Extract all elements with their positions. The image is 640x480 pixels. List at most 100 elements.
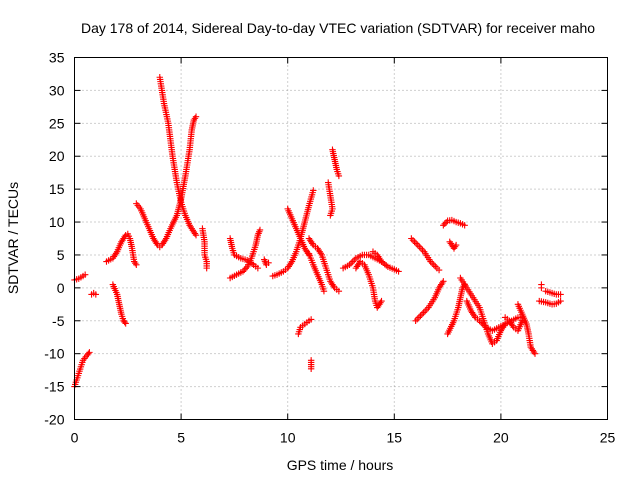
data-point xyxy=(414,315,421,323)
data-series-arc-11 xyxy=(226,235,262,272)
data-point xyxy=(419,246,426,254)
data-series-arc-17 xyxy=(305,235,343,295)
data-point xyxy=(428,259,436,267)
data-series-arc-27 xyxy=(446,238,460,252)
x-tick-label: 15 xyxy=(387,430,403,446)
y-tick-label: 20 xyxy=(49,148,65,164)
data-point xyxy=(441,220,448,228)
data-point xyxy=(254,264,262,272)
data-point xyxy=(442,219,450,226)
data-point xyxy=(85,350,92,357)
x-tick-label: 10 xyxy=(280,430,296,446)
data-series-arc-07 xyxy=(156,74,200,239)
data-point xyxy=(239,268,247,275)
data-point xyxy=(538,284,545,292)
y-tick-label: -15 xyxy=(44,379,64,395)
y-tick-label: -10 xyxy=(44,346,64,362)
x-tick-label: 25 xyxy=(600,430,616,446)
data-point xyxy=(432,263,439,270)
data-point xyxy=(461,222,468,229)
data-series-arc-09 xyxy=(199,225,210,272)
data-series-arc-18 xyxy=(305,250,328,295)
data-series-arc-26 xyxy=(440,216,468,229)
data-point xyxy=(408,235,415,242)
y-tick-label: 5 xyxy=(57,247,65,263)
data-point xyxy=(335,287,343,295)
data-point xyxy=(86,349,93,356)
axis-ticks xyxy=(74,57,608,420)
y-tick-label: 0 xyxy=(57,280,65,296)
data-series-arc-04 xyxy=(103,230,140,269)
data-point xyxy=(133,261,140,269)
data-point xyxy=(557,297,564,305)
data-point xyxy=(418,310,426,318)
data-point xyxy=(132,259,139,267)
data-series-arc-34 xyxy=(536,297,564,308)
data-series-arc-13 xyxy=(269,187,317,280)
data-series-arc-12 xyxy=(261,256,272,269)
data-series-arc-20 xyxy=(329,146,343,180)
data-series-arc-16 xyxy=(307,357,315,373)
data-series-arc-33 xyxy=(538,281,545,292)
data-point xyxy=(327,212,334,219)
data-point xyxy=(412,317,419,324)
data-point xyxy=(307,365,315,373)
data-point xyxy=(412,240,420,247)
chart-title: Day 178 of 2014, Sidereal Day-to-day VTE… xyxy=(81,20,595,36)
data-point xyxy=(417,312,424,320)
y-tick-labels: -20 -15 -10 -5 0 5 10 15 20 25 30 35 xyxy=(44,50,64,428)
data-point xyxy=(92,291,100,298)
y-tick-label: -5 xyxy=(52,313,65,329)
data-series-arc-21 xyxy=(339,251,402,275)
data-point xyxy=(435,266,443,274)
data-point xyxy=(414,241,421,249)
data-point xyxy=(378,297,385,305)
x-tick-label: 5 xyxy=(177,430,185,446)
data-series-arc-28 xyxy=(444,281,468,338)
data-point xyxy=(422,307,429,315)
data-point xyxy=(307,316,315,323)
data-point xyxy=(417,245,425,252)
grid xyxy=(74,57,608,420)
data-point xyxy=(335,172,343,180)
data-series-arc-24 xyxy=(408,235,443,274)
x-tick-label: 0 xyxy=(71,430,79,446)
data-point xyxy=(415,314,423,321)
data-point xyxy=(203,264,210,272)
data-point xyxy=(265,259,272,267)
data-series-arc-15 xyxy=(295,316,315,338)
data-point xyxy=(310,187,317,194)
data-series-arc-22 xyxy=(352,258,385,311)
data-point xyxy=(241,266,248,274)
data-point xyxy=(320,287,328,295)
y-tick-label: 30 xyxy=(49,82,65,98)
data-point xyxy=(423,306,431,313)
x-tick-label: 20 xyxy=(493,430,509,446)
data-point xyxy=(122,320,129,327)
data-point xyxy=(430,261,437,269)
data-series-arc-25 xyxy=(412,278,447,324)
data-point xyxy=(411,238,418,245)
data-series-arc-01 xyxy=(71,271,89,284)
data-series-arc-35 xyxy=(542,287,564,298)
data-point xyxy=(349,258,356,265)
y-tick-label: -20 xyxy=(44,412,64,428)
data-point xyxy=(440,278,447,285)
data-series-arc-23 xyxy=(369,248,385,265)
data-series-arc-03 xyxy=(88,289,100,298)
data-series-arc-19 xyxy=(325,179,336,219)
data-series-arc-31 xyxy=(501,314,526,334)
y-tick-label: 15 xyxy=(49,181,65,197)
data-points xyxy=(71,74,564,390)
data-point xyxy=(192,232,200,239)
plot-frame xyxy=(74,57,608,420)
x-tick-labels: 0 5 10 15 20 25 xyxy=(71,430,616,446)
data-series-arc-10 xyxy=(226,226,264,282)
data-point xyxy=(452,241,460,249)
data-point xyxy=(557,291,564,298)
x-axis-label: GPS time / hours xyxy=(287,457,394,473)
data-point xyxy=(440,222,447,229)
data-point xyxy=(81,271,89,278)
data-point xyxy=(121,318,128,326)
